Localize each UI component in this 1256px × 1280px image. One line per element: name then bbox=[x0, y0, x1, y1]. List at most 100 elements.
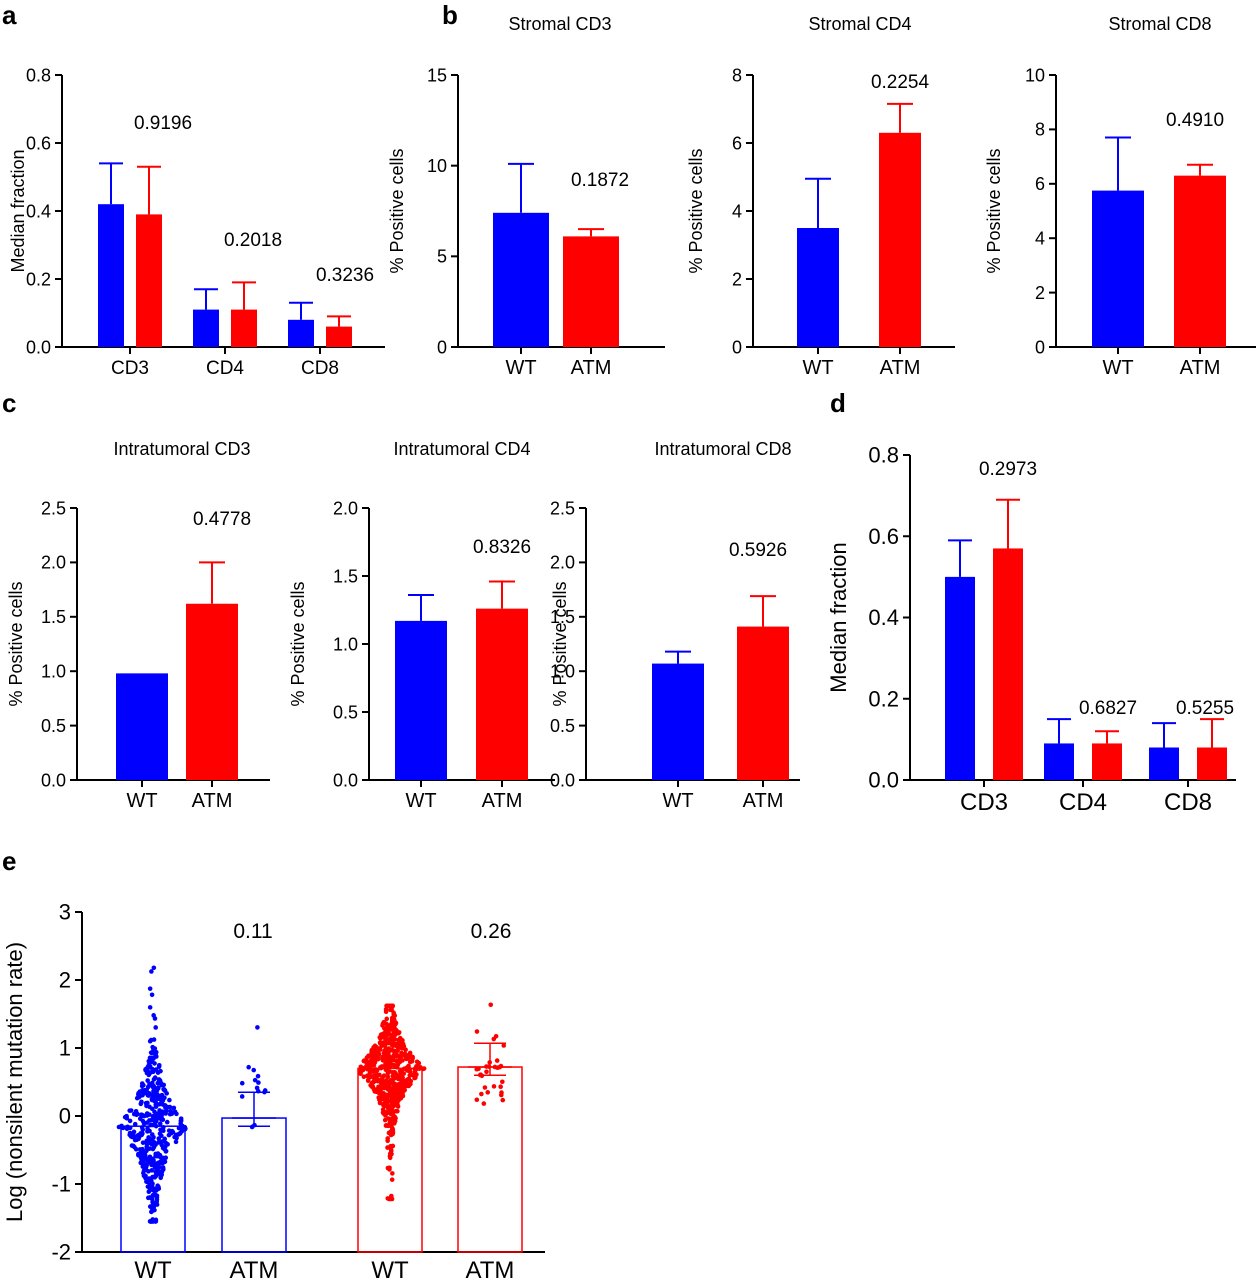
data-point bbox=[147, 1005, 153, 1010]
data-point bbox=[152, 1046, 158, 1051]
data-point bbox=[388, 1123, 393, 1129]
y-axis-label: Median fraction bbox=[8, 149, 28, 272]
data-point bbox=[158, 1127, 163, 1133]
y-tick-label: 15 bbox=[427, 65, 447, 85]
y-tick-label: 4 bbox=[1035, 229, 1045, 249]
data-point bbox=[383, 1095, 389, 1101]
y-tick-label: 2.5 bbox=[550, 498, 575, 518]
bar bbox=[1197, 747, 1227, 780]
data-point bbox=[137, 1147, 143, 1152]
data-point bbox=[394, 1091, 399, 1097]
data-point bbox=[145, 1100, 150, 1106]
y-tick-label: 2 bbox=[59, 968, 71, 993]
data-point bbox=[396, 1076, 402, 1081]
x-tick-label: WT bbox=[371, 1257, 409, 1280]
p-value-label: 0.4910 bbox=[1166, 110, 1224, 131]
y-tick-label: 2.0 bbox=[41, 553, 66, 573]
data-point bbox=[393, 1108, 399, 1114]
data-point bbox=[383, 1061, 388, 1067]
data-point bbox=[370, 1054, 376, 1060]
data-point bbox=[140, 1087, 145, 1093]
data-point bbox=[180, 1123, 185, 1129]
data-point bbox=[381, 1019, 387, 1025]
data-point bbox=[152, 1061, 157, 1066]
x-tick-label: CD8 bbox=[1164, 789, 1212, 816]
x-tick-label: WT bbox=[505, 357, 536, 379]
data-point bbox=[394, 1059, 400, 1064]
data-point bbox=[149, 1142, 155, 1147]
data-point bbox=[500, 1079, 505, 1085]
data-point bbox=[163, 1140, 169, 1146]
data-point bbox=[146, 1072, 152, 1078]
data-point bbox=[500, 1097, 506, 1103]
data-point bbox=[127, 1108, 133, 1113]
data-point bbox=[414, 1059, 420, 1065]
y-tick-label: 0 bbox=[59, 1104, 71, 1129]
data-point bbox=[120, 1125, 126, 1131]
bar bbox=[1092, 743, 1122, 780]
y-tick-label: 1.5 bbox=[41, 607, 66, 627]
data-point bbox=[140, 1127, 146, 1132]
data-point bbox=[396, 1030, 401, 1036]
data-point bbox=[159, 1142, 165, 1148]
data-point bbox=[380, 1040, 385, 1046]
data-point bbox=[140, 1092, 145, 1098]
y-tick-label: 3 bbox=[59, 900, 71, 925]
y-tick-label: 0.4 bbox=[26, 201, 51, 221]
data-point bbox=[399, 1094, 404, 1100]
x-tick-label: ATM bbox=[482, 790, 523, 812]
data-point bbox=[153, 1119, 159, 1124]
bar bbox=[231, 309, 257, 347]
data-point bbox=[391, 1076, 397, 1081]
data-point bbox=[136, 1092, 141, 1097]
data-point bbox=[367, 1069, 373, 1075]
data-point bbox=[146, 1062, 152, 1067]
data-point bbox=[386, 1046, 392, 1051]
panel-label-c: c bbox=[2, 388, 16, 418]
data-point bbox=[481, 1101, 487, 1106]
data-point bbox=[176, 1125, 182, 1131]
data-point bbox=[156, 1136, 162, 1141]
data-point bbox=[151, 1037, 157, 1042]
data-point bbox=[386, 1023, 392, 1029]
data-point bbox=[145, 1084, 151, 1090]
data-point bbox=[380, 1058, 386, 1063]
x-tick-label: CD8 bbox=[301, 358, 339, 379]
y-tick-label: 10 bbox=[427, 156, 447, 176]
data-point bbox=[151, 1134, 156, 1140]
p-value-label: 0.5255 bbox=[1176, 698, 1234, 719]
x-tick-label: ATM bbox=[880, 357, 921, 379]
x-tick-label: WT bbox=[1102, 357, 1133, 379]
p-value-label: 0.1872 bbox=[571, 170, 629, 191]
bar bbox=[945, 576, 975, 780]
data-point bbox=[256, 1080, 261, 1085]
data-point bbox=[380, 1075, 385, 1080]
p-value-label: 0.8326 bbox=[473, 537, 531, 558]
data-point bbox=[239, 1080, 245, 1086]
data-point bbox=[139, 1081, 145, 1086]
y-axis-label: % Positive cells bbox=[686, 148, 706, 273]
data-point bbox=[155, 1070, 161, 1075]
data-point bbox=[384, 1078, 389, 1083]
x-tick-label: WT bbox=[126, 790, 157, 812]
data-point bbox=[393, 1043, 398, 1048]
data-point bbox=[364, 1055, 370, 1060]
data-point bbox=[140, 1154, 146, 1159]
p-value-label: 0.2973 bbox=[979, 459, 1037, 480]
panel-label-text: d bbox=[830, 388, 846, 418]
data-point bbox=[154, 1054, 159, 1059]
bar bbox=[476, 608, 528, 780]
data-point bbox=[391, 1062, 396, 1068]
panel-label-b: b bbox=[442, 0, 458, 30]
data-point bbox=[372, 1060, 378, 1065]
data-point bbox=[147, 1136, 152, 1141]
data-point bbox=[143, 1140, 149, 1146]
data-point bbox=[149, 992, 155, 998]
data-point bbox=[358, 1068, 363, 1074]
data-point bbox=[391, 1029, 397, 1035]
data-point bbox=[144, 1177, 150, 1182]
chart-a: 0.0 0.2 0.4 0.6 0.8 Median fraction CD3 CD4 CD8 0… bbox=[8, 65, 385, 379]
data-point bbox=[474, 1029, 480, 1034]
bar bbox=[98, 204, 124, 347]
panel-label-e: e bbox=[2, 846, 16, 876]
